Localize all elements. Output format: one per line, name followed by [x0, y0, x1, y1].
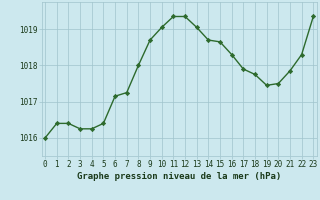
- X-axis label: Graphe pression niveau de la mer (hPa): Graphe pression niveau de la mer (hPa): [77, 172, 281, 181]
